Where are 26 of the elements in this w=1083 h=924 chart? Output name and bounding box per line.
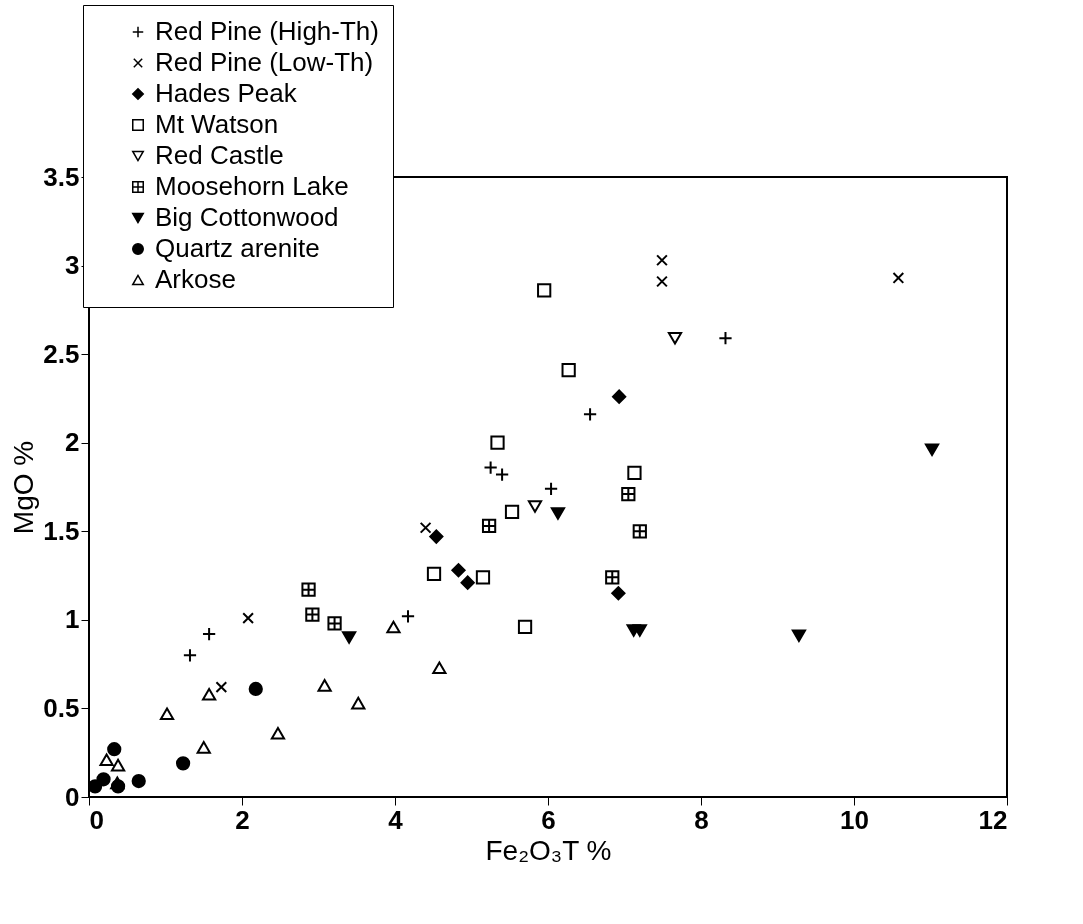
legend-label: Red Castle [155,140,284,170]
y-tick-label: 3.5 [43,161,80,192]
y-tick-label: 0 [65,781,80,812]
legend-label: Hades Peak [155,78,298,108]
y-axis-title: MgO % [8,440,40,535]
x-tick-label: 6 [541,804,556,835]
legend-label: Arkose [155,264,236,294]
y-tick-label: 1.5 [43,515,80,546]
y-tick-label: 1 [65,604,80,635]
legend-label: Red Pine (High-Th) [155,16,379,46]
legend-label: Moosehorn Lake [155,171,349,201]
x-tick-label: 4 [388,804,404,835]
x-tick-label: 12 [978,804,1008,835]
x-axis-title: Fe₂O₃T % [485,834,612,866]
x-tick-label: 10 [840,804,869,835]
y-tick-label: 0.5 [43,692,80,723]
legend-label: Quartz arenite [155,233,320,263]
legend-label: Red Pine (Low-Th) [155,47,374,77]
x-tick-label: 8 [694,804,709,835]
x-tick-label: 0 [89,804,104,835]
y-tick-label: 2.5 [43,338,80,369]
y-tick-label: 3 [65,250,80,281]
legend-label: Big Cottonwood [155,202,339,232]
x-tick-label: 2 [235,804,250,835]
legend-label: Mt Watson [155,109,279,139]
y-tick-label: 2 [65,427,80,458]
